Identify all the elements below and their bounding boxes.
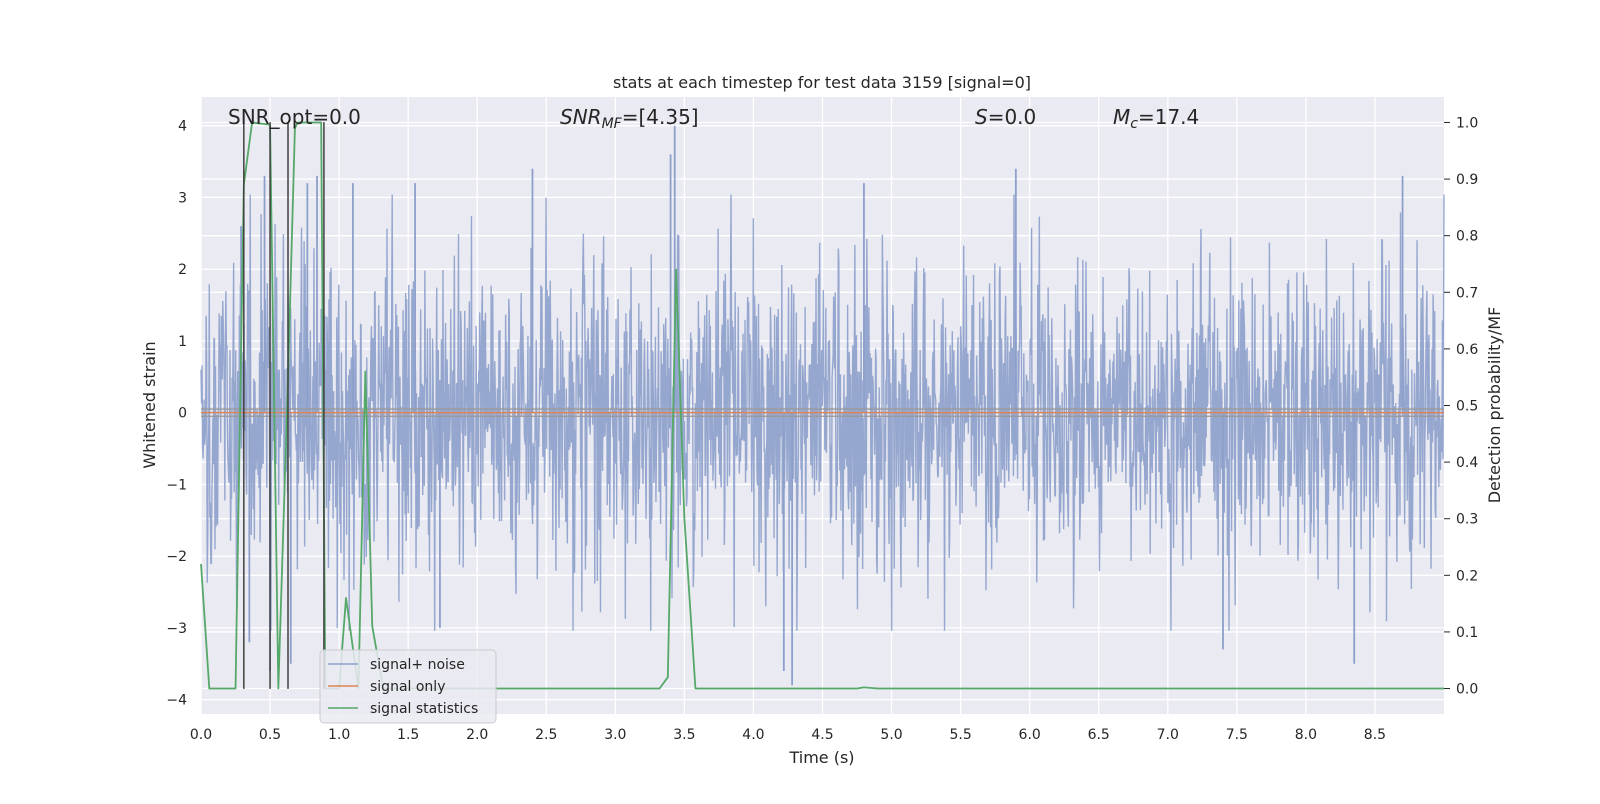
y2-tick-label: 0.7 xyxy=(1456,285,1478,301)
x-tick-label: 6.5 xyxy=(1088,727,1110,743)
legend-label-signal-noise: signal+ noise xyxy=(370,657,465,673)
y-tick-label: 2 xyxy=(178,262,187,278)
annotation-snr-mf: SNRMF=[4.35] xyxy=(560,105,699,132)
tick-layer: 0.0 0.5 1.0 1.5 2.0 2.5 3.0 3.5 4.0 4.5 5.0 5.5 6.0 6… xyxy=(166,115,1478,743)
annotation-s-symbol: S xyxy=(975,105,988,129)
x-tick-label: 1.5 xyxy=(397,727,419,743)
y2-tick-label: 1.0 xyxy=(1456,115,1478,131)
annotation-mc-main: M xyxy=(1113,105,1130,129)
x-tick-label: 1.0 xyxy=(328,727,350,743)
y2-tick-label: 0.8 xyxy=(1456,229,1478,245)
y2-tick-label: 0.3 xyxy=(1456,512,1478,528)
y-axis-label: Whitened strain xyxy=(140,341,159,468)
annotation-snr-opt: SNR_opt=0.0 xyxy=(228,105,361,129)
x-tick-label: 6.0 xyxy=(1019,727,1041,743)
x-tick-label: 5.5 xyxy=(949,727,971,743)
y2-tick-label: 0.0 xyxy=(1456,682,1478,698)
x-tick-label: 3.0 xyxy=(604,727,626,743)
y-tick-label: −1 xyxy=(166,477,187,493)
legend-label-signal-only: signal only xyxy=(370,679,445,695)
y-tick-label: 1 xyxy=(178,334,187,350)
x-tick-label: 8.5 xyxy=(1364,727,1386,743)
y2-tick-label: 0.2 xyxy=(1456,568,1478,584)
x-tick-label: 0.0 xyxy=(190,727,212,743)
annotation-mc-value: =17.4 xyxy=(1138,105,1199,129)
series-layer xyxy=(200,121,1444,690)
annotation-mc: Mc=17.4 xyxy=(1113,105,1199,132)
x-tick-label: 0.5 xyxy=(259,727,281,743)
y2-tick-label: 0.4 xyxy=(1456,455,1478,471)
x-tick-label: 4.5 xyxy=(811,727,833,743)
y-tick-label: 4 xyxy=(178,119,187,135)
annotation-s-value: =0.0 xyxy=(988,105,1037,129)
annotation-snr-mf-value: =[4.35] xyxy=(622,105,699,129)
x-tick-label: 8.0 xyxy=(1295,727,1317,743)
y-tick-label: −2 xyxy=(166,549,187,565)
x-tick-label: 7.5 xyxy=(1226,727,1248,743)
y2-tick-label: 0.9 xyxy=(1456,172,1478,188)
legend: signal+ noise signal only signal statist… xyxy=(319,649,497,724)
annotations: SNR_opt=0.0 SNRMF=[4.35] S=0.0 Mc=17.4 xyxy=(228,105,1199,132)
x-tick-label: 2.0 xyxy=(466,727,488,743)
x-tick-label: 7.0 xyxy=(1157,727,1179,743)
vline-layer xyxy=(243,122,325,689)
x-tick-label: 5.0 xyxy=(880,727,902,743)
annotation-mc-sub: c xyxy=(1130,116,1138,132)
annotation-s: S=0.0 xyxy=(975,105,1036,129)
y2-tick-label: 0.6 xyxy=(1456,342,1478,358)
chart-title: stats at each timestep for test data 315… xyxy=(613,73,1031,92)
series-signal-noise-line xyxy=(200,194,1445,631)
y-tick-label: −3 xyxy=(166,621,187,637)
y-tick-label: 3 xyxy=(178,190,187,206)
y2-tick-label: 0.5 xyxy=(1456,399,1478,415)
annotation-snr-mf-main: SNR xyxy=(560,105,602,129)
y2-tick-label: 0.1 xyxy=(1456,625,1478,641)
x-axis-label: Time (s) xyxy=(788,748,854,767)
x-tick-label: 3.5 xyxy=(673,727,695,743)
y2-axis-label: Detection probability/MF xyxy=(1485,307,1504,504)
y-tick-label: −4 xyxy=(166,693,187,709)
x-tick-label: 2.5 xyxy=(535,727,557,743)
legend-label-signal-statistics: signal statistics xyxy=(370,701,478,717)
annotation-snr-mf-sub: MF xyxy=(602,116,623,132)
series-signal-statistics-line xyxy=(200,121,1444,690)
legend-frame xyxy=(319,649,497,724)
y-tick-label: 0 xyxy=(178,406,187,422)
x-tick-label: 4.0 xyxy=(742,727,764,743)
